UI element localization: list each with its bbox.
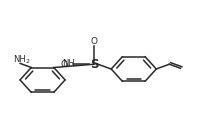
Text: NH: NH xyxy=(13,55,25,64)
Text: O: O xyxy=(91,37,98,46)
Text: O: O xyxy=(60,60,68,69)
Text: S: S xyxy=(90,58,98,71)
Text: NH: NH xyxy=(62,59,75,68)
Text: 2: 2 xyxy=(25,59,29,64)
